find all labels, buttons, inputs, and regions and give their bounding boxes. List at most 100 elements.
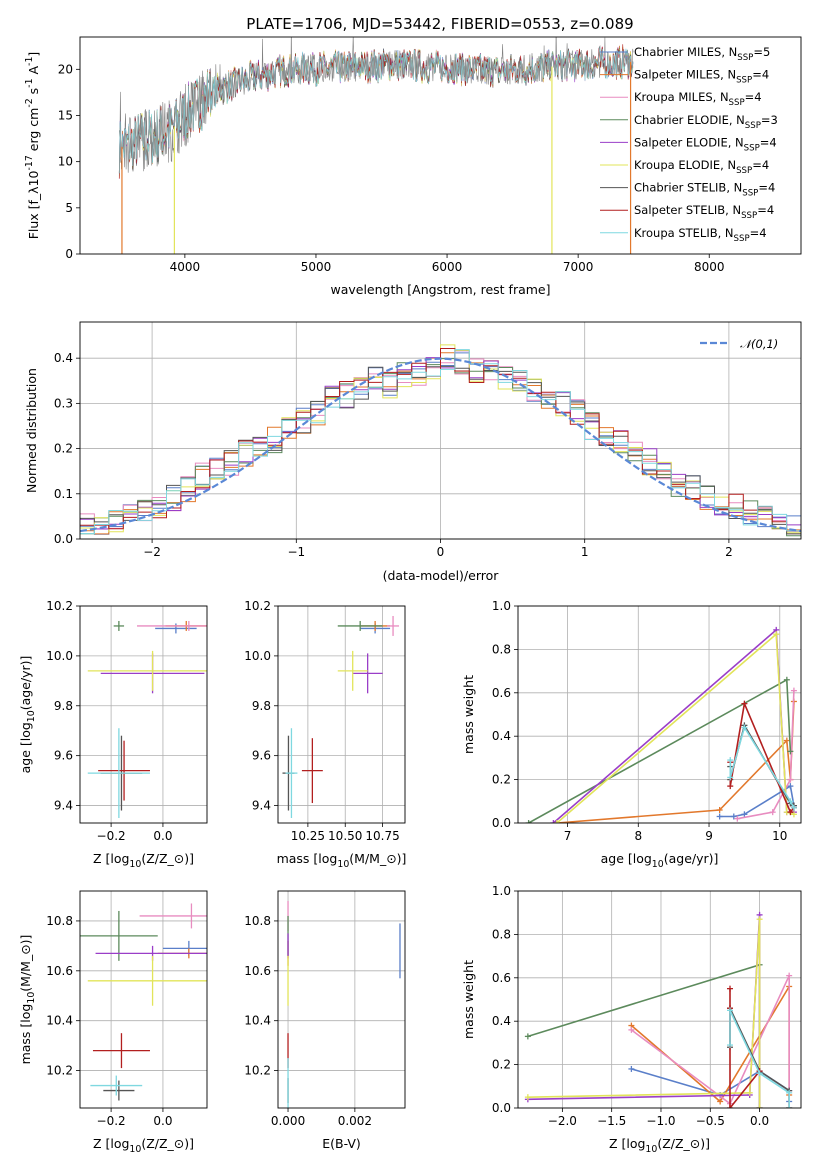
y-tick-label: 10.6 xyxy=(46,964,73,978)
x-tick-label: 5000 xyxy=(301,260,332,274)
x-axis-label: age [log10(age/yr)] xyxy=(601,851,719,870)
massweight-vs-metallicity-plot: −2.0 −1.5 −1.0 −0.5 0.0 0.0 0.2 0.4 0.6 0.8 1.0 Z [… xyxy=(461,884,802,1155)
y-tick-label: 0.4 xyxy=(54,351,73,365)
y-tick-label: 9.6 xyxy=(252,749,271,763)
y-tick-label: 0.0 xyxy=(492,1101,511,1115)
x-axis-label: E(B-V) xyxy=(322,1136,361,1151)
y-axis-label: mass [log10(M/M_⊙)] xyxy=(18,935,37,1065)
y-tick-label: 10.2 xyxy=(46,599,73,613)
massweight-series-kroupa-stelib xyxy=(727,724,797,811)
x-tick-label: −1.0 xyxy=(646,1114,675,1128)
legend-label: Salpeter MILES, NSSP=4 xyxy=(634,68,769,86)
x-axis-label: mass [log10(M/M_⊙)] xyxy=(277,851,407,870)
histogram-step-salpeter-stelib xyxy=(80,348,801,532)
y-tick-label: 10.8 xyxy=(244,914,271,928)
massweight-vs-age-plot: 7 8 9 10 0.0 0.2 0.4 0.6 0.8 1.0 age [log10(age/yr… xyxy=(461,599,802,870)
y-tick-label: 0.0 xyxy=(492,816,511,830)
y-tick-label: 10.4 xyxy=(46,1014,73,1028)
normal-distribution-curve xyxy=(80,357,801,533)
y-axis-label: mass weight xyxy=(461,960,476,1039)
x-tick-label: −0.5 xyxy=(696,1114,725,1128)
legend-label: Kroupa ELODIE, NSSP=4 xyxy=(634,158,769,176)
x-tick-label: 0.0 xyxy=(153,829,172,843)
residual-histogram-plot: 𝒩(0,1) −2 −1 0 1 2 0.0 0.1 0.2 0.3 0.4 (data-model)… xyxy=(24,321,802,583)
errorbar-point-salpeter-stelib xyxy=(301,738,323,804)
x-tick-label: 8000 xyxy=(694,260,725,274)
y-tick-label: 0.2 xyxy=(492,773,511,787)
errorbar-point-kroupa-stelib xyxy=(285,728,298,819)
y-tick-label: 15 xyxy=(58,108,73,122)
y-tick-label: 10.2 xyxy=(244,1064,271,1078)
mass-vs-metallicity-plot: −0.2 0.0 10.2 10.4 10.6 10.8 Z [log10(Z/Z_⊙)] m… xyxy=(18,890,208,1155)
errorbar-point-kroupa-elodie xyxy=(337,650,368,691)
plot-area xyxy=(524,911,793,1108)
x-axis-label: (data-model)/error xyxy=(383,568,500,583)
errorbar-point-kroupa-elodie xyxy=(87,650,207,691)
x-axis-label: Z [log10(Z/Z_⊙)] xyxy=(93,851,194,870)
x-tick-label: −2 xyxy=(143,545,161,559)
y-tick-label: 0.8 xyxy=(492,642,511,656)
grid xyxy=(278,605,405,823)
plot-area xyxy=(80,344,801,537)
y-tick-label: 10.6 xyxy=(244,964,271,978)
errorbar-point-chabrier-elodie xyxy=(80,910,158,961)
errorbar-point-kroupa-stelib xyxy=(90,1075,143,1096)
x-tick-label: 10.50 xyxy=(328,829,362,843)
errorbar-point-salpeter-stelib xyxy=(98,740,150,801)
errorbar-point-kroupa-stelib xyxy=(87,728,150,819)
legend-label: Kroupa MILES, NSSP=4 xyxy=(634,90,762,108)
y-tick-label: 10.2 xyxy=(46,1064,73,1078)
axes-frame xyxy=(517,890,802,1109)
plot-area xyxy=(287,900,401,1108)
model-spectrum-kroupa-stelib-n-ssp xyxy=(118,47,634,174)
x-tick-label: 10.25 xyxy=(291,829,325,843)
y-tick-label: 10.4 xyxy=(244,1014,271,1028)
axes-frame xyxy=(79,36,802,255)
x-tick-label: 7000 xyxy=(563,260,594,274)
y-tick-label: 10 xyxy=(58,155,73,169)
y-tick-label: 0 xyxy=(65,247,73,261)
plot-area xyxy=(80,903,207,1101)
grid xyxy=(80,605,207,823)
x-tick-label: −2.0 xyxy=(548,1114,577,1128)
axes-frame xyxy=(79,890,208,1109)
legend-label: Salpeter ELODIE, NSSP=4 xyxy=(634,135,777,153)
y-axis-label: Normed distribution xyxy=(24,368,39,493)
x-axis-label: Z [log10(Z/Z_⊙)] xyxy=(93,1136,194,1155)
y-tick-label: 1.0 xyxy=(492,884,511,898)
axes-frame xyxy=(517,605,802,824)
x-tick-label: 0 xyxy=(437,545,445,559)
legend-label: Chabrier STELIB, NSSP=4 xyxy=(634,181,775,199)
y-tick-label: 0.2 xyxy=(54,442,73,456)
grid xyxy=(278,891,405,1108)
x-tick-label: 0.0 xyxy=(153,1114,172,1128)
y-tick-label: 9.6 xyxy=(54,749,73,763)
y-tick-label: 0.4 xyxy=(492,1014,511,1028)
x-tick-label: −0.2 xyxy=(97,1114,126,1128)
y-tick-label: 0.1 xyxy=(54,487,73,501)
massweight-series-kroupa-miles xyxy=(734,687,797,822)
observed-spectrum-line xyxy=(119,37,634,173)
y-tick-label: 9.8 xyxy=(252,699,271,713)
x-axis-label: wavelength [Angstrom, rest frame] xyxy=(330,282,550,297)
x-tick-label: 8 xyxy=(634,829,642,843)
x-tick-label: 10.75 xyxy=(365,829,399,843)
y-tick-label: 0.3 xyxy=(54,396,73,410)
errorbar-point-kroupa-miles xyxy=(137,620,207,631)
axes-frame xyxy=(277,890,406,1109)
y-tick-label: 9.4 xyxy=(54,799,73,813)
y-tick-label: 1.0 xyxy=(492,599,511,613)
legend-label: Kroupa STELIB, NSSP=4 xyxy=(634,226,767,244)
errorbar-point-chabrier-elodie xyxy=(337,620,383,631)
figure-title: PLATE=1706, MJD=53442, FIBERID=0553, z=0… xyxy=(246,15,633,33)
errorbar-point-chabrier-elodie xyxy=(113,620,125,631)
grid xyxy=(518,605,801,824)
x-tick-label: −0.2 xyxy=(97,829,126,843)
errorbar-point-kroupa-miles xyxy=(139,903,207,929)
x-tick-label: 2 xyxy=(725,545,733,559)
y-tick-label: 9.4 xyxy=(252,799,271,813)
errorbar-point-chabrier-miles xyxy=(155,623,197,634)
massweight-series-chabrier-elodie xyxy=(525,676,794,823)
y-tick-label: 0.8 xyxy=(492,927,511,941)
legend-label: Salpeter STELIB, NSSP=4 xyxy=(634,203,774,221)
